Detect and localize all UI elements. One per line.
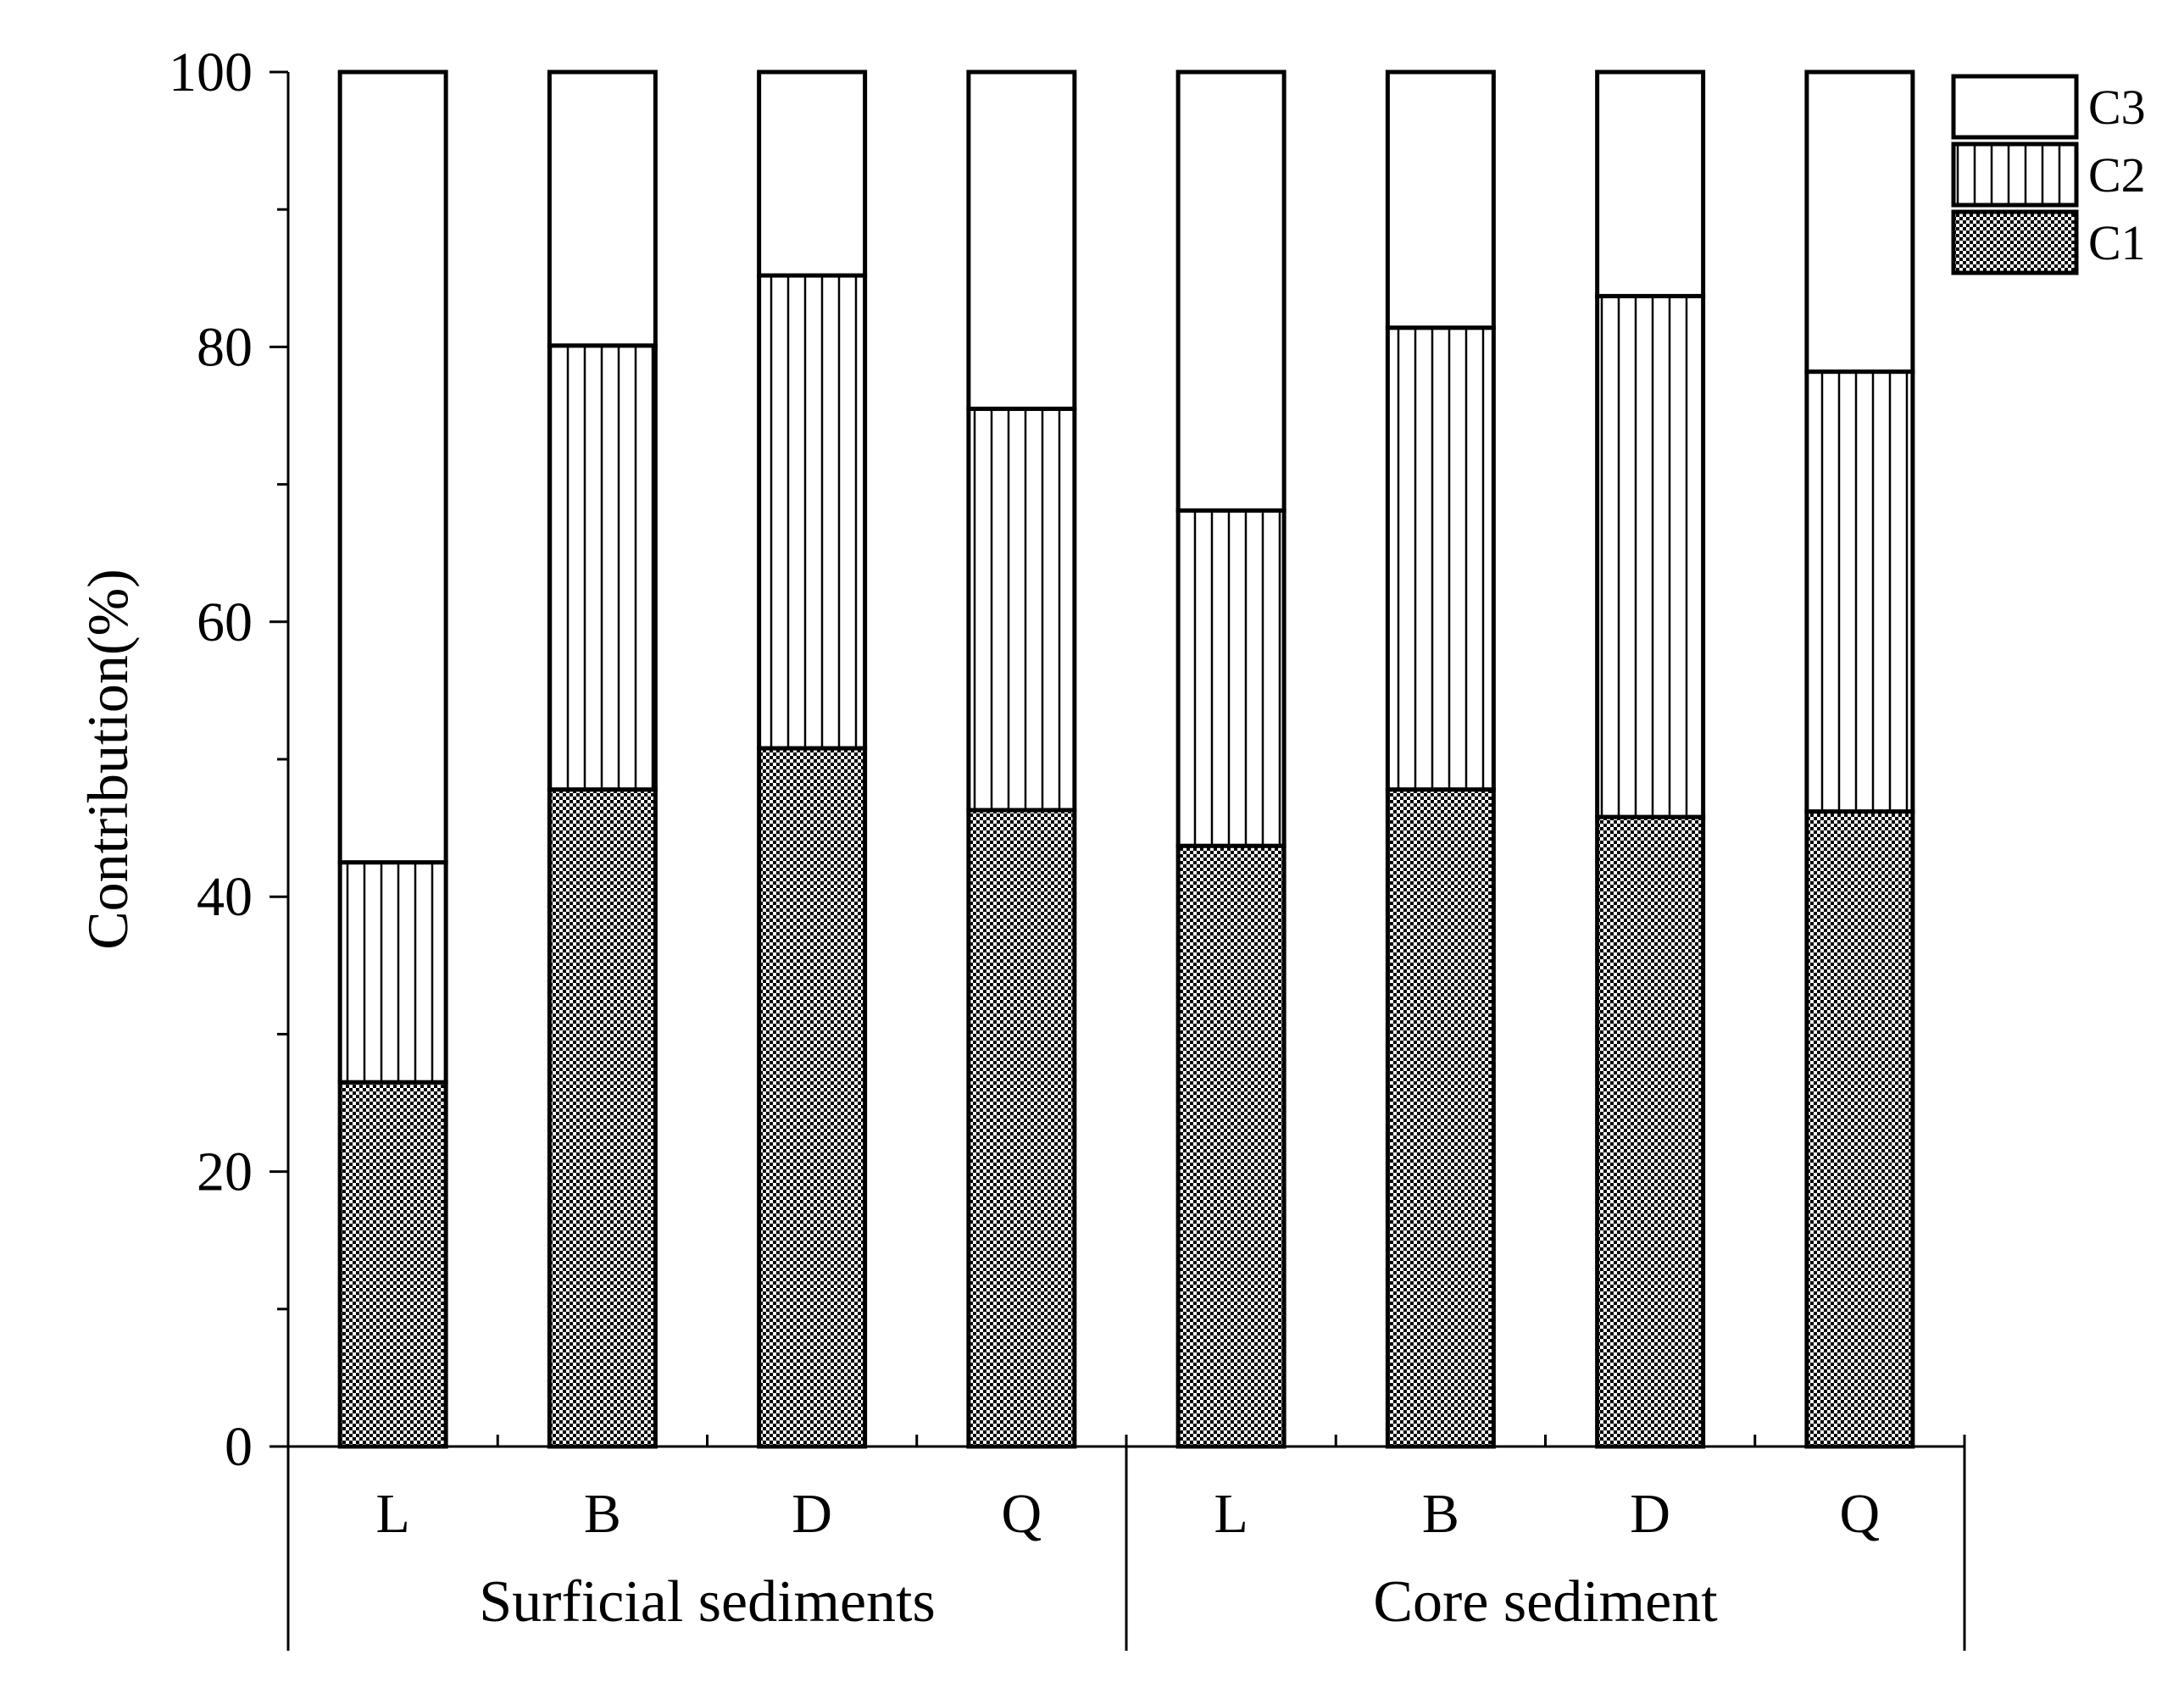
bar-c3-q-7 — [1804, 69, 1915, 375]
bar-c3-l-4 — [1175, 69, 1287, 513]
legend-swatch-c3 — [1951, 74, 2079, 140]
bar-c1-q-3 — [966, 808, 1077, 1449]
y-tick-label-80: 80 — [197, 316, 253, 378]
bar-c3-b-1 — [547, 69, 658, 348]
legend-label-c2: C2 — [2088, 147, 2146, 203]
bar-c1-l-0 — [337, 1080, 448, 1449]
bar-c1-d-2 — [757, 746, 868, 1449]
x-tick-label-l-0: L — [375, 1483, 409, 1545]
y-axis-label: Contribution(%) — [75, 569, 140, 950]
legend-label-c3: C3 — [2088, 80, 2146, 135]
group-label-0: Surficial sediments — [479, 1569, 936, 1635]
legend-swatch-c1 — [1951, 209, 2079, 275]
bar-c3-q-3 — [966, 69, 1077, 411]
bar-c1-d-6 — [1595, 814, 1706, 1449]
bar-c2-d-6 — [1595, 293, 1706, 819]
bar-c1-q-7 — [1804, 809, 1915, 1449]
x-tick-label-d-6: D — [1630, 1483, 1670, 1545]
bars-layer — [337, 69, 1915, 1449]
x-tick-label-q-3: Q — [1002, 1483, 1042, 1545]
legend-swatch-c2 — [1951, 142, 2079, 208]
legend-label-c1: C1 — [2088, 215, 2146, 270]
group-label-1: Core sediment — [1373, 1569, 1718, 1635]
bar-c1-b-1 — [547, 787, 658, 1449]
bar-c2-d-2 — [757, 273, 868, 751]
x-tick-label-d-2: D — [792, 1483, 832, 1545]
bar-c2-q-3 — [966, 406, 1077, 813]
legend: C3 C2 C1 — [1951, 74, 2146, 275]
bar-c1-l-4 — [1175, 843, 1287, 1449]
bar-c2-b-5 — [1385, 325, 1496, 792]
bar-c3-d-6 — [1595, 69, 1706, 298]
y-tick-label-60: 60 — [197, 591, 253, 653]
y-tick-label-40: 40 — [197, 866, 253, 928]
x-tick-label-l-4: L — [1214, 1483, 1248, 1545]
bar-c2-l-4 — [1175, 508, 1287, 848]
bar-c3-b-5 — [1385, 69, 1496, 330]
bar-c2-b-1 — [547, 343, 658, 792]
x-tick-label-b-5: B — [1422, 1483, 1459, 1545]
x-tick-label-b-1: B — [584, 1483, 621, 1545]
axes-layer: 0 20 40 60 80 100 L B D Q L B D Q Surficial sediments C… — [169, 42, 1966, 1651]
y-tick-label-0: 0 — [225, 1416, 253, 1478]
bar-c1-b-5 — [1385, 787, 1496, 1449]
y-tick-label-100: 100 — [169, 42, 253, 103]
bar-c2-q-7 — [1804, 369, 1915, 814]
bar-c3-l-0 — [337, 69, 448, 865]
bar-c2-l-0 — [337, 860, 448, 1085]
bar-c3-d-2 — [757, 69, 868, 278]
y-tick-label-20: 20 — [197, 1141, 253, 1203]
x-tick-label-q-7: Q — [1840, 1483, 1881, 1545]
